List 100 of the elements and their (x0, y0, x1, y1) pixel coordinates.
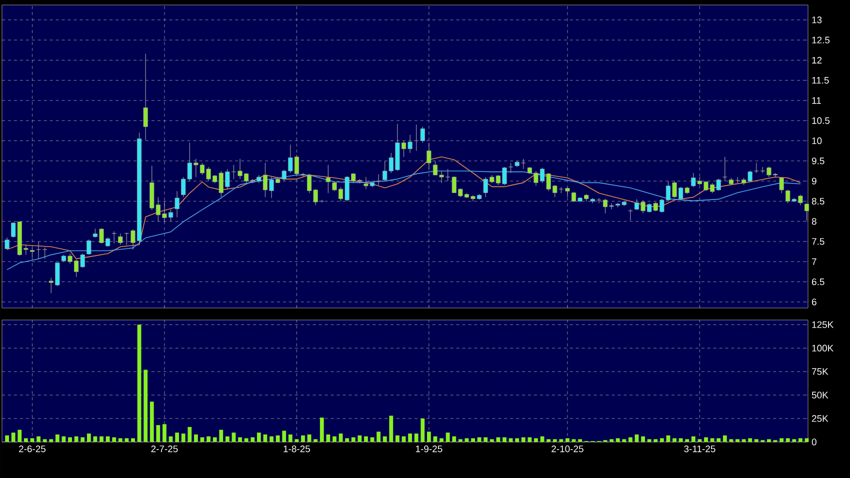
bar (238, 437, 242, 442)
bar (364, 436, 368, 442)
y-tick-label: 25K (812, 415, 828, 422)
bar (206, 436, 210, 442)
y-tick-label: 9.5 (812, 158, 824, 164)
bar (458, 439, 462, 442)
bar (691, 436, 696, 442)
bar (181, 434, 186, 442)
bar (144, 370, 148, 442)
bar (786, 438, 790, 442)
bar (294, 439, 299, 442)
bar (5, 435, 9, 442)
bar (74, 436, 78, 442)
candlestick (521, 158, 526, 170)
candlestick (86, 239, 92, 256)
bar (270, 436, 274, 442)
bar (742, 439, 746, 442)
bar (55, 434, 60, 442)
bar (256, 432, 261, 442)
bar (358, 435, 362, 442)
bar (162, 424, 166, 442)
candlestick (174, 190, 180, 218)
bar (552, 439, 557, 442)
bar (326, 434, 330, 442)
y-tick-label: 125K (812, 321, 834, 328)
bar (175, 432, 180, 442)
y-tick-label: 0 (812, 438, 816, 446)
bar (100, 436, 104, 442)
bar (36, 436, 40, 442)
x-tick-label: 2-7-25 (151, 446, 178, 452)
bar (704, 437, 708, 442)
bar (729, 439, 734, 442)
bar (780, 438, 784, 442)
bar (112, 437, 116, 442)
candlestick (4, 237, 10, 250)
candlestick (722, 156, 728, 182)
candlestick (118, 233, 123, 246)
bar (490, 439, 494, 442)
bar (382, 436, 387, 442)
y-tick-label: 12.5 (812, 36, 830, 44)
bar (11, 432, 16, 442)
bar (156, 425, 160, 442)
bar (654, 439, 658, 442)
candlestick (42, 247, 48, 260)
bar (212, 437, 217, 442)
bar (68, 437, 72, 442)
bar (610, 439, 614, 442)
bar (301, 435, 305, 442)
bar (345, 438, 350, 442)
bar (24, 438, 28, 442)
bar (124, 438, 129, 442)
bar (320, 418, 324, 442)
bar (521, 437, 526, 442)
bar (49, 439, 54, 442)
y-tick-label: 13 (812, 16, 822, 24)
y-tick-label: 100K (812, 344, 834, 352)
candlestick (112, 231, 116, 244)
y-tick-label: 11.5 (812, 77, 829, 84)
y-tick-label: 10 (812, 137, 822, 144)
bar (86, 434, 91, 442)
bar (338, 434, 343, 442)
bar (408, 434, 412, 442)
bar (351, 437, 356, 442)
bar (80, 437, 85, 442)
bar (263, 434, 268, 442)
bar (314, 439, 318, 442)
bar (389, 416, 394, 442)
bar (194, 434, 198, 442)
candlestick (779, 176, 784, 194)
bar (477, 437, 482, 442)
bar (566, 438, 570, 442)
bar (559, 439, 564, 442)
candlestick (143, 53, 148, 140)
candlestick (326, 164, 330, 194)
bar (515, 438, 520, 442)
bar (464, 438, 469, 442)
bar (798, 438, 802, 442)
bar (736, 439, 740, 442)
y-tick-label: 50K (812, 392, 828, 398)
bar (804, 438, 809, 442)
candlestick (376, 174, 381, 186)
y-tick-label: 8 (812, 218, 816, 225)
bar (276, 435, 280, 442)
bar (42, 439, 47, 442)
bar (250, 437, 255, 442)
bar (232, 432, 236, 442)
x-tick-label: 1-9-25 (416, 446, 442, 452)
y-tick-label: 6 (812, 298, 816, 306)
bar (508, 438, 513, 442)
bar (426, 432, 431, 442)
bar (546, 439, 551, 442)
candlestick (426, 142, 432, 170)
bar (534, 438, 538, 442)
bar (660, 438, 664, 442)
bar (396, 435, 400, 442)
bar (225, 436, 230, 442)
bar (452, 436, 456, 442)
bar (767, 439, 771, 442)
x-tick-label: 3-11-25 (684, 446, 716, 452)
bar (188, 426, 192, 442)
